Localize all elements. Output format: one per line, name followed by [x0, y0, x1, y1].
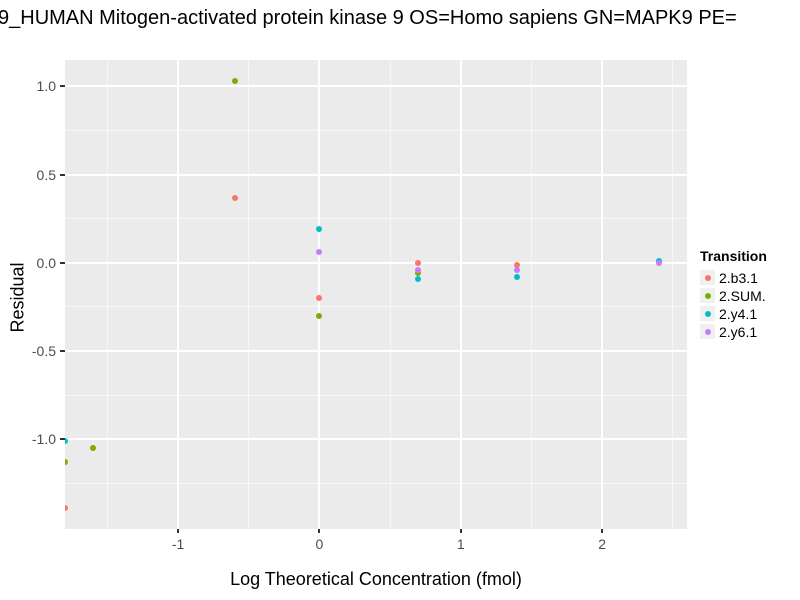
- legend-key-dot: [704, 310, 711, 317]
- gridline-minor-y: [65, 306, 687, 308]
- x-axis-tick: [177, 529, 180, 533]
- y-axis-tick: [60, 85, 65, 88]
- gridline-minor-x: [248, 60, 250, 529]
- gridline-major-x: [177, 60, 180, 529]
- legend-items: 2.b3.1 2.SUM. 2.y4.1 2.y6.1: [698, 269, 798, 340]
- legend-key-dot: [704, 292, 711, 299]
- data-point: [316, 249, 323, 256]
- legend-key-dot: [704, 274, 711, 281]
- gridline-minor-x: [672, 60, 674, 529]
- y-tick-label: -0.5: [31, 342, 56, 359]
- x-tick-label: -1: [171, 536, 185, 552]
- gridline-minor-x: [106, 60, 108, 529]
- gridline-major-y: [65, 85, 687, 88]
- data-point: [65, 504, 68, 511]
- x-axis-tick: [601, 529, 604, 533]
- y-tick-label: 0.0: [36, 254, 56, 271]
- y-tick-label: 1.0: [36, 78, 56, 95]
- data-point: [514, 261, 521, 268]
- y-axis-tick: [60, 349, 65, 352]
- y-axis-tick: [60, 438, 65, 441]
- legend-key-dot: [704, 328, 711, 335]
- plot-panel: [65, 60, 687, 529]
- data-point: [316, 295, 323, 302]
- data-point: [655, 259, 662, 266]
- x-axis-title: Log Theoretical Concentration (fmol): [230, 569, 522, 589]
- data-point: [514, 273, 521, 280]
- y-axis-tick: [60, 173, 65, 176]
- legend-item: 2.y4.1: [698, 305, 798, 322]
- gridline-major-y: [65, 261, 687, 264]
- y-axis-tick: [60, 261, 65, 264]
- gridline-minor-y: [65, 218, 687, 220]
- gridline-major-y: [65, 438, 687, 441]
- legend-item: 2.SUM.: [698, 287, 798, 304]
- plot-title: 9_HUMAN Mitogen-activated protein kinase…: [0, 7, 737, 29]
- y-axis-title: Residual: [7, 262, 28, 333]
- legend-item-label: 2.SUM.: [719, 287, 766, 304]
- data-point: [231, 194, 238, 201]
- legend-title: Transition: [700, 248, 767, 264]
- gridline-minor-x: [389, 60, 391, 529]
- x-tick-label: 1: [456, 536, 465, 552]
- data-point: [65, 459, 68, 465]
- x-tick-label: 0: [315, 536, 324, 552]
- legend-item-label: 2.y6.1: [719, 323, 758, 340]
- data-point: [415, 259, 422, 266]
- data-point: [415, 266, 422, 273]
- data-point: [415, 275, 422, 282]
- data-point: [514, 266, 521, 273]
- data-point: [65, 437, 68, 444]
- data-point: [316, 226, 323, 233]
- gridline-major-x: [459, 60, 462, 529]
- legend-key: [700, 270, 715, 285]
- data-point: [90, 444, 97, 451]
- legend-item-label: 2.y4.1: [719, 305, 758, 322]
- gridline-minor-x: [531, 60, 532, 529]
- legend: Transition 2.b3.1 2.SUM. 2.y4.1 2.y6.1: [698, 248, 798, 341]
- x-axis-tick: [318, 529, 321, 533]
- legend-key: [700, 306, 715, 321]
- x-tick-label: 2: [598, 536, 607, 552]
- gridline-major-x: [601, 60, 604, 529]
- data-point: [415, 270, 422, 277]
- data-point: [231, 78, 238, 85]
- gridline-minor-y: [65, 482, 687, 484]
- gridline-major-y: [65, 173, 687, 176]
- legend-item: 2.y6.1: [698, 323, 798, 340]
- legend-item: 2.b3.1: [698, 269, 798, 286]
- legend-item-label: 2.b3.1: [719, 269, 758, 286]
- legend-key: [700, 288, 715, 303]
- legend-key: [700, 324, 715, 339]
- gridline-minor-y: [65, 394, 687, 396]
- x-axis-tick: [459, 529, 462, 533]
- data-point: [316, 312, 323, 319]
- y-tick-label: 0.5: [36, 166, 56, 183]
- gridline-major-x: [318, 60, 321, 529]
- gridline-major-y: [65, 349, 687, 352]
- y-tick-label: -1.0: [31, 431, 56, 448]
- gridline-minor-y: [65, 130, 687, 132]
